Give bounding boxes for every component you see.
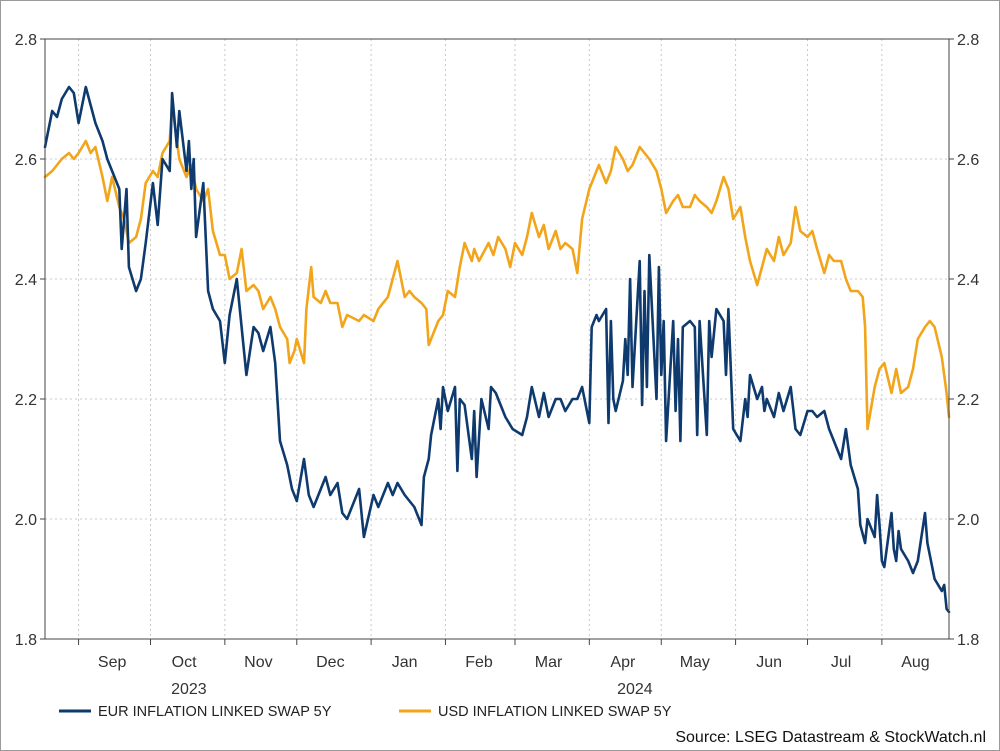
x-tick-label: Oct (172, 654, 197, 671)
axes: 1.8 1.8 2.0 2.0 2.2 2.2 2.4 2.4 2.6 2.6 2.8 2.8 Sep O… (15, 32, 980, 698)
y-tick-label-left: 1.8 (15, 632, 37, 649)
y-tick-label-right: 2.4 (957, 272, 979, 289)
year-label: 2024 (617, 681, 653, 698)
x-tick-label: Dec (316, 654, 344, 671)
legend-label-usd: USD INFLATION LINKED SWAP 5Y (438, 704, 672, 720)
y-tick-label-right: 2.0 (957, 512, 979, 529)
legend-label-eur: EUR INFLATION LINKED SWAP 5Y (98, 704, 332, 720)
y-tick-label-left: 2.2 (15, 392, 37, 409)
y-tick-label-right: 2.8 (957, 32, 979, 49)
legend: EUR INFLATION LINKED SWAP 5Y USD INFLATI… (59, 704, 672, 720)
x-tick-label: Nov (244, 654, 272, 671)
y-tick-label-right: 2.6 (957, 152, 979, 169)
plot-border (44, 38, 950, 640)
year-label: 2023 (171, 681, 207, 698)
grid (45, 38, 949, 640)
y-tick-label-left: 2.0 (15, 512, 37, 529)
x-tick-label: Mar (535, 654, 563, 671)
x-tick-label: Jan (392, 654, 418, 671)
y-tick-label-right: 2.2 (957, 392, 979, 409)
x-tick-label: Aug (901, 654, 929, 671)
y-tick-label-right: 1.8 (957, 632, 979, 649)
x-tick-label: May (680, 654, 710, 671)
series-line-eur (43, 85, 951, 614)
y-tick-label-left: 2.6 (15, 152, 37, 169)
x-tick-label: Jul (831, 654, 851, 671)
y-tick-label-left: 2.4 (15, 272, 37, 289)
x-tick-label: Apr (610, 654, 636, 671)
x-tick-label: Feb (465, 654, 493, 671)
series-group (43, 85, 951, 614)
plot-area (45, 39, 949, 639)
y-tick-label-left: 2.8 (15, 32, 37, 49)
x-tick-label: Jun (756, 654, 782, 671)
source-note: Source: LSEG Datastream & StockWatch.nl (675, 729, 986, 746)
x-tick-label: Sep (98, 654, 127, 671)
